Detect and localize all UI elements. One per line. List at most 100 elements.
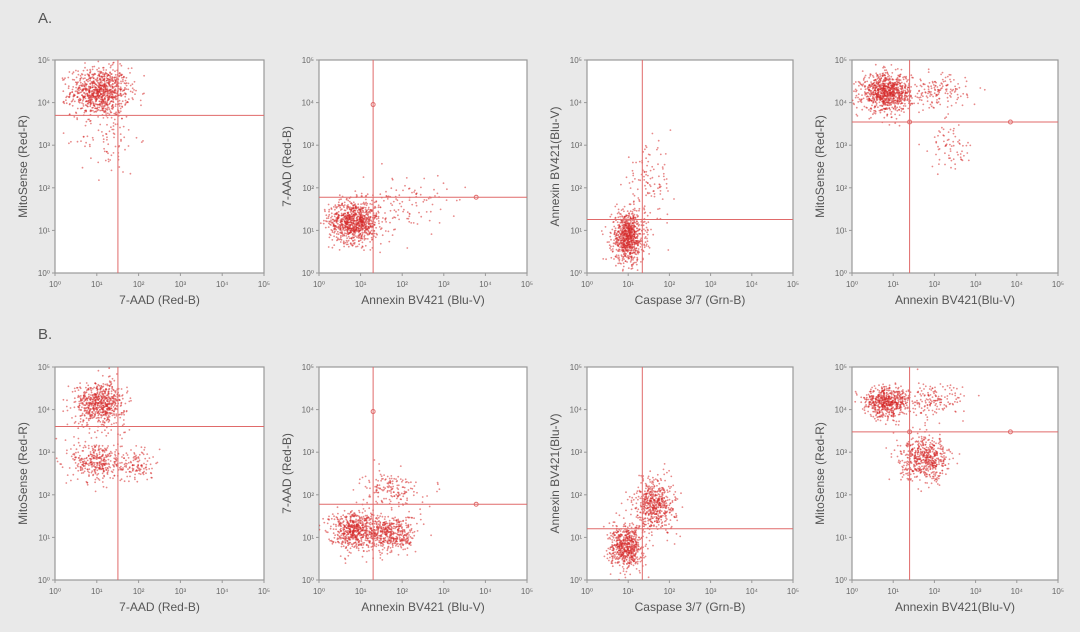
data-point — [658, 175, 660, 178]
data-point — [458, 198, 461, 201]
data-point — [393, 209, 396, 212]
data-point — [370, 229, 373, 232]
data-point — [610, 249, 612, 251]
data-point — [943, 140, 945, 143]
data-point — [361, 231, 364, 234]
data-point — [636, 234, 639, 237]
data-point — [634, 209, 636, 212]
data-point — [879, 104, 881, 107]
data-point — [967, 141, 969, 144]
data-point — [425, 211, 428, 213]
data-point — [85, 391, 88, 393]
data-point — [661, 166, 664, 169]
data-point — [868, 117, 871, 120]
data-point — [108, 465, 110, 468]
data-point — [633, 227, 635, 229]
data-point — [108, 130, 111, 133]
data-point — [84, 446, 87, 449]
data-point — [368, 210, 370, 213]
data-point — [119, 413, 121, 416]
data-point — [84, 62, 86, 64]
data-point — [626, 240, 629, 242]
data-point — [93, 88, 96, 91]
data-point — [637, 222, 639, 224]
data-point — [899, 75, 901, 78]
data-point — [643, 207, 645, 210]
data-point — [411, 191, 413, 194]
data-point — [876, 77, 879, 80]
data-point — [875, 102, 878, 105]
data-point — [68, 103, 71, 106]
data-point — [77, 98, 80, 101]
data-point — [365, 226, 367, 229]
data-point — [110, 111, 113, 114]
data-point — [129, 90, 132, 93]
data-point — [941, 85, 944, 88]
data-point — [353, 233, 356, 235]
data-point — [363, 249, 365, 252]
data-point — [858, 81, 861, 84]
data-point — [109, 452, 111, 455]
data-point — [334, 204, 337, 207]
data-point — [336, 206, 339, 208]
data-point — [98, 67, 100, 69]
data-point — [949, 80, 952, 83]
data-point — [83, 111, 86, 114]
data-point — [353, 241, 356, 244]
data-point — [112, 61, 115, 64]
data-point — [339, 206, 342, 209]
data-point — [110, 116, 113, 119]
data-point — [865, 95, 868, 98]
data-point — [394, 216, 397, 219]
data-point — [906, 79, 909, 81]
data-point — [936, 102, 939, 104]
data-point — [360, 220, 362, 222]
data-point — [93, 394, 96, 397]
data-point — [659, 193, 662, 195]
gate-handle[interactable] — [473, 194, 479, 200]
data-point — [863, 105, 866, 108]
data-point — [111, 387, 113, 390]
data-point — [358, 213, 361, 216]
gate-handle[interactable] — [370, 102, 376, 108]
data-point — [339, 226, 341, 229]
data-point — [339, 228, 342, 230]
data-point — [874, 78, 877, 81]
data-point — [92, 399, 95, 401]
data-point — [638, 228, 641, 231]
data-point — [640, 237, 643, 240]
data-point — [94, 405, 96, 408]
data-point — [911, 76, 913, 79]
data-point — [626, 261, 628, 263]
data-point — [324, 226, 327, 229]
data-point — [673, 198, 675, 200]
data-point — [114, 91, 117, 94]
data-point — [870, 73, 872, 76]
data-point — [362, 176, 365, 179]
data-point — [346, 219, 349, 222]
data-point — [99, 89, 101, 92]
data-point — [862, 79, 865, 81]
data-point — [81, 468, 84, 471]
data-point — [419, 193, 422, 196]
population-1 — [319, 190, 395, 254]
data-point — [88, 89, 91, 92]
data-point — [627, 212, 630, 215]
data-point — [347, 206, 350, 209]
data-point — [386, 198, 389, 200]
data-point — [92, 406, 94, 409]
data-point — [65, 405, 68, 408]
data-point — [73, 422, 76, 424]
data-point — [918, 111, 920, 114]
gate-handle[interactable] — [1007, 119, 1013, 125]
data-point — [902, 89, 905, 92]
data-point — [621, 224, 624, 227]
data-point — [89, 99, 92, 102]
data-point — [625, 238, 628, 241]
data-point — [62, 410, 65, 413]
data-point — [863, 76, 866, 79]
data-point — [94, 412, 97, 415]
gate-handle[interactable] — [907, 119, 913, 125]
data-point — [930, 105, 933, 108]
data-point — [898, 124, 901, 127]
